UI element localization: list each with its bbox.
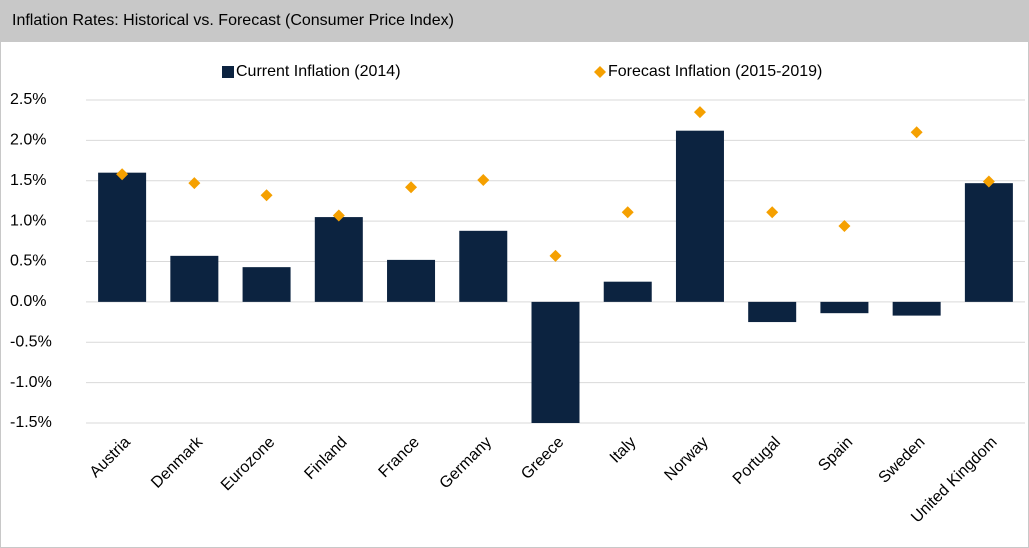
bar xyxy=(98,172,147,302)
legend-label: Forecast Inflation (2015-2019) xyxy=(608,63,822,80)
y-tick-label: -1.5% xyxy=(10,414,52,431)
y-tick-label: 2.5% xyxy=(10,91,46,108)
forecast-marker xyxy=(982,175,995,188)
legend-swatch xyxy=(594,66,606,78)
forecast-marker xyxy=(838,219,851,232)
forecast-marker xyxy=(260,189,273,202)
bar xyxy=(459,230,508,302)
bar xyxy=(964,183,1013,302)
chart-title: Inflation Rates: Historical vs. Forecast… xyxy=(12,12,454,29)
bar xyxy=(748,301,797,323)
y-tick-label: 2.0% xyxy=(10,132,46,149)
y-tick-label: -0.5% xyxy=(10,333,52,350)
y-tick-label: 0.0% xyxy=(10,293,46,310)
y-tick-label: -1.0% xyxy=(10,374,52,391)
forecast-marker xyxy=(116,168,129,181)
forecast-marker xyxy=(766,206,779,219)
bar xyxy=(242,267,291,302)
legend-swatch xyxy=(222,66,234,78)
bar xyxy=(675,130,724,302)
forecast-marker xyxy=(188,177,201,190)
bar xyxy=(892,301,941,316)
forecast-marker xyxy=(910,126,923,139)
bar xyxy=(531,301,580,423)
forecast-marker xyxy=(549,249,562,262)
forecast-marker xyxy=(621,206,634,219)
bar xyxy=(603,281,652,302)
forecast-marker xyxy=(693,106,706,119)
bar xyxy=(820,301,869,314)
bar xyxy=(314,217,363,302)
y-tick-label: 0.5% xyxy=(10,253,46,270)
forecast-marker xyxy=(477,173,490,186)
bar xyxy=(170,255,219,302)
y-tick-label: 1.5% xyxy=(10,172,46,189)
y-tick-label: 1.0% xyxy=(10,212,46,229)
forecast-marker xyxy=(405,181,418,194)
header-bar xyxy=(0,0,1029,42)
legend-label: Current Inflation (2014) xyxy=(236,63,401,80)
forecast-marker xyxy=(332,209,345,222)
bar xyxy=(387,259,436,302)
